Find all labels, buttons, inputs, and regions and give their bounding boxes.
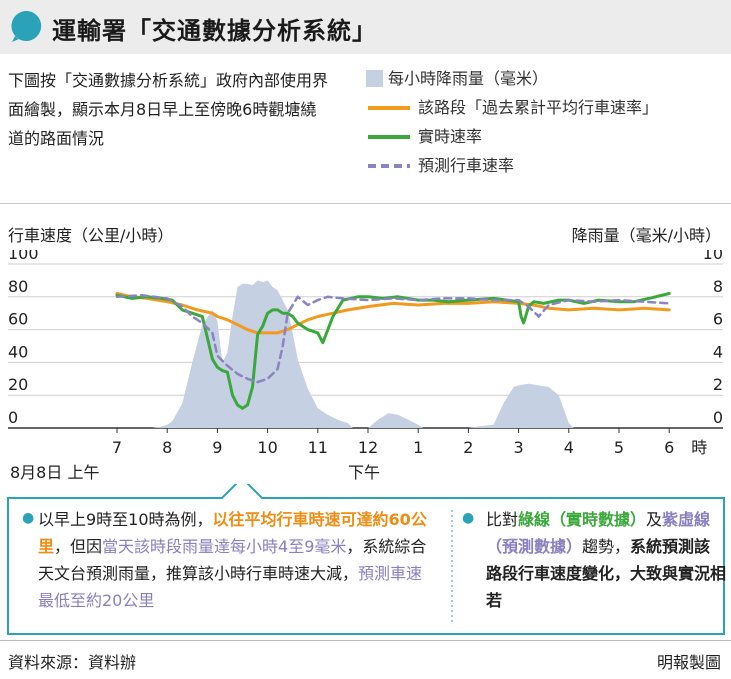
y-right-tick-label: 8 (713, 277, 723, 296)
x-tick-label: 3 (514, 438, 524, 455)
intro-text: 下圖按「交通數據分析系統」政府內部使用界面繪製，顯示本月8日早上至傍晚6時觀塘繞… (8, 71, 329, 148)
note-right-p2: 綠線（實時數據） (518, 510, 647, 529)
left-axis-title: 行車速度（公里/小時） (8, 226, 174, 245)
legend-label-realtime: 實時速率 (418, 127, 483, 146)
rain-swatch-icon (366, 70, 383, 87)
note-left-p2: 以往平均行車時速可達約60公里 (38, 510, 427, 556)
series-line-3 (115, 293, 671, 384)
x-tick-label: 7 (112, 438, 122, 455)
y-right-tick-label: 0 (713, 408, 723, 427)
bullet-right-icon: ● (462, 510, 475, 526)
y-left-tick-label: 20 (8, 375, 28, 394)
header-bar: 運輸署「交通數據分析系統」 (0, 0, 731, 54)
note-left-p4: 當天該時段雨量達每小時4至9毫米 (102, 537, 347, 556)
callout-box (7, 484, 725, 635)
page-title: 運輸署「交通數據分析系統」 (52, 16, 377, 45)
y-left-tick-label: 80 (8, 277, 28, 296)
note-left-p5: ，系統綜合天文台預測雨量，推算該小時行車時速大減， (38, 537, 427, 583)
series-line-2 (115, 292, 671, 410)
dashed-line-swatch-icon (368, 164, 410, 168)
x-tick-label: 6 (664, 438, 674, 455)
x-tick-label: 8 (162, 438, 172, 455)
x-tick-labels: 7 8 9 10 11 12 1 2 3 4 5 6 時 (112, 428, 707, 455)
legend-item-historical: 該路段「過去累計平均行車速率」 (358, 93, 658, 122)
y-left-tick-label: 60 (8, 310, 28, 329)
chart-gridlines (8, 263, 723, 429)
date-label: 8月8日 上午 (10, 463, 100, 482)
y-right-tick-label: 2 (713, 375, 723, 394)
note-left-p1: 以早上9時至10時為例， (38, 510, 213, 529)
series-rain-area (152, 280, 670, 428)
series-line-1 (115, 292, 671, 335)
speech-bubble-icon (11, 10, 42, 43)
right-axis-title: 降雨量（毫米/小時） (571, 226, 721, 245)
legend-label-rain: 每小時降雨量（毫米） (388, 69, 549, 88)
x-tick-label: 11 (308, 438, 328, 455)
y-left-tick-label: 0 (8, 408, 18, 427)
bullet-left-icon: ● (22, 510, 35, 526)
note-left-p6: 預測車速最低至約20公里 (38, 564, 423, 610)
note-right-p5: 趨勢， (582, 537, 631, 556)
x-tick-label: 12 (358, 438, 378, 455)
y-left-tick-label: 40 (8, 342, 28, 361)
note-left: 以早上9時至10時為例，以往平均行車時速可達約60公里，但因當天該時段雨量達每小… (38, 506, 433, 614)
note-right-p3: 及 (646, 510, 663, 529)
note-left-p3: ，但因 (54, 537, 103, 556)
note-right-p1: 比對 (486, 510, 519, 529)
pm-label: 下午 (348, 463, 381, 482)
x-tick-label: 2 (463, 438, 473, 455)
rain-area-layer (152, 280, 670, 428)
legend-label-historical: 該路段「過去累計平均行車速率」 (418, 98, 659, 117)
legend-label-predicted: 預測行車速率 (418, 156, 515, 175)
note-right: 比對綠線（實時數據）及紫虛線（預測數據）趨勢，系統預測該路段行車速度變化，大致與… (486, 506, 726, 614)
note-right-p6: 系統預測該路段行車速度變化，大致與實況相若 (486, 537, 727, 610)
x-tick-label: 10 (257, 438, 277, 455)
legend-item-predicted: 預測行車速率 (358, 151, 658, 180)
y-tick-labels: 0 20 40 60 80 100 0 2 4 6 8 10 (8, 250, 723, 427)
orange-line-swatch-icon (368, 106, 410, 110)
green-line-swatch-icon (368, 135, 410, 139)
legend-item-rain: 每小時降雨量（毫米） (358, 64, 658, 93)
source-text: 資料來源：資料辦 (8, 653, 137, 672)
x-tick-label: 時 (691, 438, 707, 455)
footer-bar: 資料來源：資料辦 明報製圖 (0, 640, 731, 679)
credit-text: 明報製圖 (656, 653, 721, 672)
chart-legend: 每小時降雨量（毫米） 該路段「過去累計平均行車速率」 實時速率 預測行車速率 (358, 64, 658, 180)
y-left-tick-label: 100 (8, 250, 39, 263)
speed-lines-layer (115, 292, 671, 410)
legend-item-realtime: 實時速率 (358, 122, 658, 151)
x-tick-label: 9 (212, 438, 222, 455)
x-tick-label: 1 (413, 438, 423, 455)
x-tick-label: 5 (614, 438, 624, 455)
note-right-p4: 紫虛線（預測數據） (486, 510, 711, 556)
y-right-tick-label: 10 (703, 250, 723, 263)
x-tick-label: 4 (564, 438, 574, 455)
y-right-tick-label: 4 (713, 342, 723, 361)
section-divider (0, 203, 731, 204)
y-right-tick-label: 6 (713, 310, 723, 329)
